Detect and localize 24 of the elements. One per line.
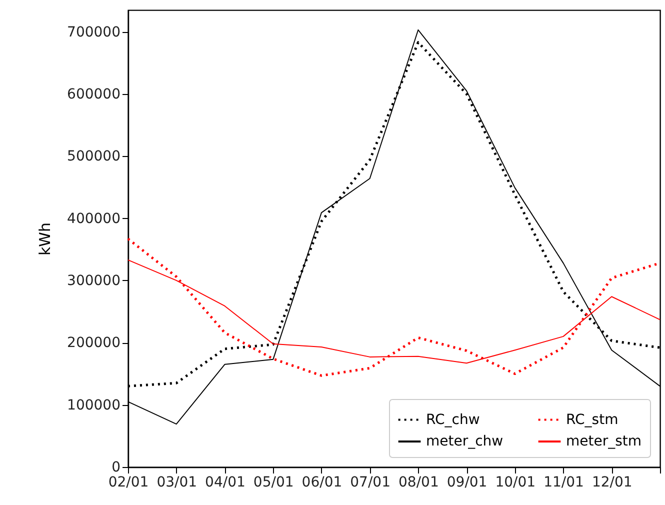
x-tick-label: 06/01 <box>302 474 342 490</box>
y-tick-label: 600000 <box>67 86 120 102</box>
x-tick-label: 10/01 <box>495 474 536 490</box>
legend-label: meter_chw <box>426 434 504 450</box>
y-tick-label: 300000 <box>67 272 120 289</box>
x-tick-label: 02/01 <box>108 474 149 490</box>
y-tick-label: 100000 <box>67 397 120 414</box>
y-axis-title: kWh <box>36 222 54 256</box>
y-tick-label: 0 <box>112 460 120 476</box>
y-tick-label: 500000 <box>67 148 120 165</box>
x-tick-label: 11/01 <box>544 474 584 490</box>
x-tick-label: 04/01 <box>205 474 246 490</box>
x-tick-label: 03/01 <box>156 474 198 490</box>
x-tick-label: 08/01 <box>398 474 439 490</box>
legend-label: RC_chw <box>426 412 480 428</box>
x-tick-label: 12/01 <box>592 474 632 490</box>
x-tick-label: 07/01 <box>350 474 390 490</box>
x-tick-label: 05/01 <box>253 474 294 490</box>
legend-label: RC_stm <box>566 412 618 428</box>
legend-label: meter_stm <box>566 434 642 450</box>
y-tick-label: 700000 <box>67 24 120 40</box>
y-tick-label: 400000 <box>67 210 120 227</box>
y-tick-label: 200000 <box>67 335 120 352</box>
x-tick-label: 09/01 <box>446 474 488 490</box>
